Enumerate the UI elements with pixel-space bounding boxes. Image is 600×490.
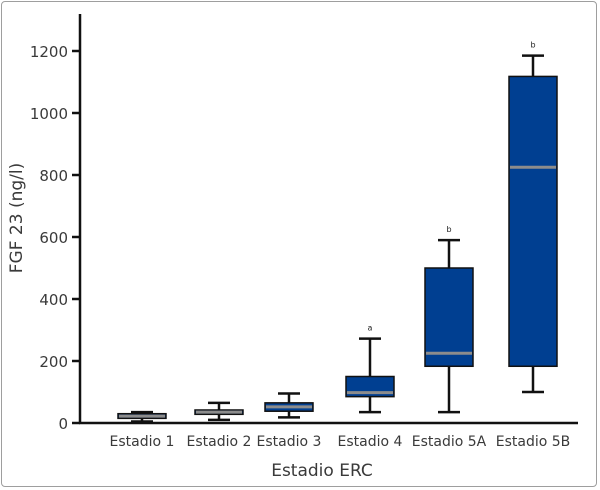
x-category-label: Estadio 5B (496, 434, 571, 450)
x-category-label: Estadio 4 (338, 434, 403, 450)
box-6: b (508, 41, 558, 394)
y-tick-label: 200 (39, 353, 68, 371)
iqr-box (424, 267, 474, 368)
significance-label: b (530, 41, 535, 50)
x-category-label: Estadio 1 (110, 434, 175, 450)
x-category-labels: Estadio 1 Estadio 2 Estadio 3 Estadio 4 Esta… (110, 434, 571, 450)
x-category-label: Estadio 3 (257, 434, 322, 450)
box-4: a (345, 324, 395, 414)
box-3 (264, 392, 314, 419)
boxes: a b b (117, 41, 558, 423)
y-axis-title: FGF 23 (ng/l) (7, 163, 27, 273)
x-category-label: Estadio 2 (187, 434, 252, 450)
y-tick-label: 0 (58, 415, 68, 433)
box-5: b (424, 225, 474, 414)
y-tick-label: 1200 (30, 43, 68, 61)
box-2 (194, 401, 244, 422)
iqr-box (508, 75, 558, 368)
box-1 (117, 410, 167, 423)
x-category-label: Estadio 5A (412, 434, 487, 450)
y-tick-label: 1000 (30, 105, 68, 123)
y-ticks: 0 200 400 600 800 1000 1200 (30, 43, 80, 433)
y-tick-label: 600 (39, 229, 68, 247)
y-tick-label: 800 (39, 167, 68, 185)
y-tick-label: 400 (39, 291, 68, 309)
x-axis-title: Estadio ERC (271, 461, 373, 481)
axes (78, 14, 578, 425)
significance-label: b (446, 225, 451, 234)
significance-label: a (368, 324, 373, 333)
